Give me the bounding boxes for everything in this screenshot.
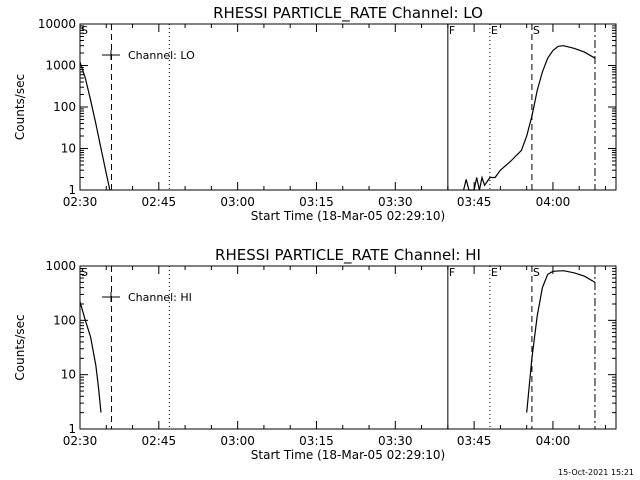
y-tick-label: 1 — [68, 422, 76, 436]
legend-label: Channel: HI — [128, 291, 192, 304]
x-tick-label: 04:00 — [536, 195, 571, 209]
data-series-segment — [463, 45, 596, 191]
x-tick-label: 02:30 — [63, 434, 98, 448]
x-axis-label: Start Time (18-Mar-05 02:29:10) — [251, 448, 445, 462]
footer-timestamp: 15-Oct-2021 15:21 — [558, 468, 634, 477]
chart-panel-1: RHESSI PARTICLE_RATE Channel: LO 02:30 02:… — [13, 4, 617, 223]
legend-label: Channel: LO — [128, 49, 195, 62]
x-tick-label: 03:45 — [457, 434, 492, 448]
x-tick-label: 03:00 — [220, 195, 255, 209]
y-axis-label: Counts/sec — [13, 74, 27, 140]
y-tick-label: 100 — [53, 100, 76, 114]
chart-title: RHESSI PARTICLE_RATE Channel: LO — [213, 4, 483, 23]
x-tick-label: 03:00 — [220, 434, 255, 448]
chart-panel-2: RHESSI PARTICLE_RATE Channel: HI 02:30 02:… — [13, 246, 617, 462]
y-tick-label: 1 — [68, 183, 76, 197]
y-tick-label: 100 — [53, 313, 76, 327]
x-tick-label: 02:45 — [142, 434, 177, 448]
y-tick-label: 10000 — [38, 17, 76, 31]
x-tick-label: 03:45 — [457, 195, 492, 209]
x-tick-label: 03:30 — [378, 434, 413, 448]
event-marker-label: E — [491, 24, 498, 37]
data-series-segment — [526, 270, 596, 413]
event-marker-label: F — [449, 266, 455, 279]
event-marker-label: E — [491, 266, 498, 279]
event-marker-label: S — [81, 24, 88, 37]
x-tick-label: 04:00 — [536, 434, 571, 448]
y-tick-label: 10 — [61, 142, 76, 156]
x-tick-label: 03:15 — [299, 195, 334, 209]
event-marker-label: S — [533, 266, 540, 279]
chart-title: RHESSI PARTICLE_RATE Channel: HI — [215, 246, 481, 265]
y-axis-label: Counts/sec — [13, 314, 27, 380]
x-tick-label: 02:30 — [63, 195, 98, 209]
data-series-segment — [79, 62, 111, 191]
data-series-segment — [79, 301, 102, 413]
event-marker-label: F — [449, 24, 455, 37]
y-tick-label: 1000 — [45, 59, 76, 73]
x-tick-label: 02:45 — [142, 195, 177, 209]
x-tick-label: 03:30 — [378, 195, 413, 209]
y-tick-label: 1000 — [45, 259, 76, 273]
x-axis-label: Start Time (18-Mar-05 02:29:10) — [251, 209, 445, 223]
event-marker-label: S — [81, 266, 88, 279]
event-marker-label: S — [533, 24, 540, 37]
y-tick-label: 10 — [61, 368, 76, 382]
x-tick-label: 03:15 — [299, 434, 334, 448]
